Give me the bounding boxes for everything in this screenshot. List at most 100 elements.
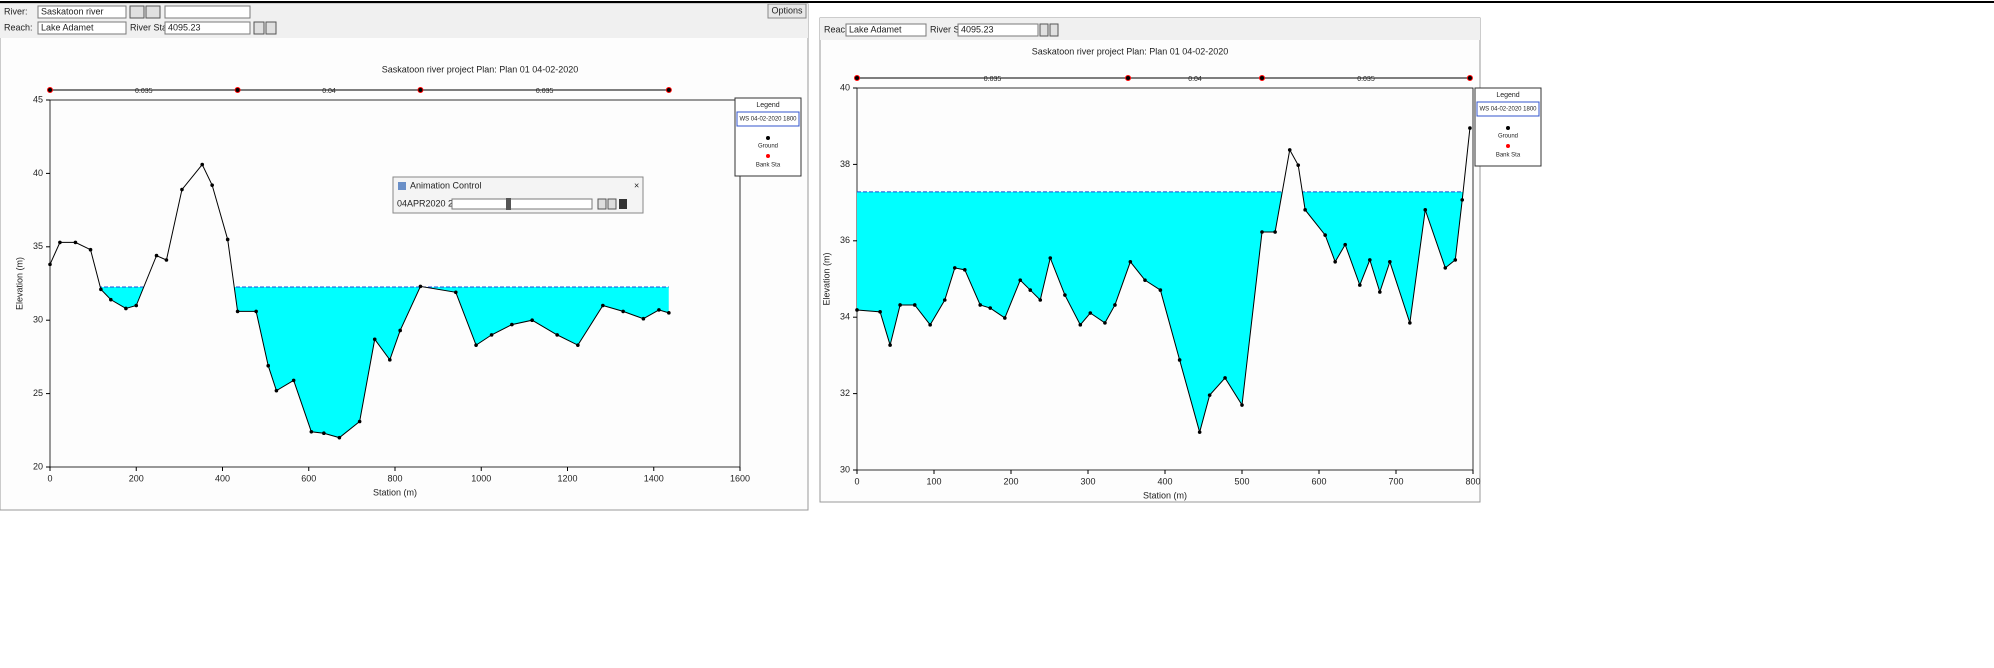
ground-point — [1323, 233, 1327, 237]
y-tick-label: 20 — [33, 461, 43, 471]
ground-point — [1078, 323, 1083, 327]
bank-station — [665, 87, 672, 93]
ground-point — [372, 337, 377, 342]
step-button[interactable] — [597, 198, 607, 210]
legend-entry: Bank Sta — [1496, 153, 1521, 159]
legend-ws-box — [736, 111, 800, 127]
ground-point — [1468, 126, 1472, 130]
ground-point — [576, 343, 580, 347]
ground-point — [601, 303, 605, 308]
bank-station — [1125, 75, 1132, 81]
ground-point — [888, 343, 892, 347]
river-dropdown[interactable] — [37, 5, 127, 19]
bank-station — [47, 87, 53, 93]
x-tick-label: 800 — [1465, 476, 1480, 486]
y-tick-label: 30 — [840, 464, 850, 474]
ground-point — [1423, 208, 1428, 212]
stop-button[interactable] — [619, 199, 627, 209]
manning-n: 0.035 — [536, 88, 554, 95]
legend-bank-marker — [766, 154, 770, 158]
ground-point — [1460, 198, 1465, 202]
x-tick-label: 300 — [1080, 476, 1095, 486]
station-down[interactable] — [1049, 23, 1059, 37]
x-tick-label: 0 — [47, 473, 52, 483]
ground-point — [200, 162, 205, 167]
prev-button[interactable] — [129, 5, 145, 19]
ground-point — [322, 431, 326, 436]
ground-point — [164, 258, 169, 262]
options-label: Options — [771, 5, 803, 15]
slider-thumb[interactable] — [506, 198, 511, 210]
ground-point — [1207, 393, 1212, 397]
ground-point — [337, 435, 342, 440]
animation-dialog: Animation Control × 04APR2020 2400 — [392, 176, 644, 214]
ground-point — [73, 240, 78, 245]
ground-point — [1113, 303, 1117, 307]
ground-point — [898, 303, 902, 307]
bank-station — [234, 87, 241, 93]
ground-point — [1240, 403, 1244, 407]
ground-point — [667, 311, 671, 315]
blank-field[interactable] — [164, 5, 251, 19]
ground-point — [309, 429, 314, 434]
reach-dropdown[interactable] — [845, 23, 927, 37]
ground-point — [291, 378, 296, 383]
ground-point — [1368, 258, 1372, 262]
legend-title: Legend — [756, 102, 779, 109]
ground-point — [88, 247, 93, 252]
reach-label: Reach: — [4, 22, 33, 32]
next-button[interactable] — [145, 5, 161, 19]
ground-point — [1028, 288, 1033, 292]
dialog-icon — [398, 182, 406, 190]
x-tick-label: 1400 — [644, 473, 664, 483]
play-button[interactable] — [607, 198, 617, 210]
dialog-close[interactable]: × — [634, 180, 639, 190]
ground-point — [48, 262, 52, 267]
ground-point — [1048, 256, 1053, 260]
ground-point — [657, 308, 661, 312]
reach-dropdown[interactable] — [37, 21, 127, 35]
station-down[interactable] — [265, 21, 277, 35]
ground-point — [109, 297, 113, 302]
station-dropdown[interactable] — [164, 21, 251, 35]
x-tick-label: 400 — [215, 473, 230, 483]
ground-point — [489, 333, 494, 337]
ground-point — [398, 328, 402, 333]
ground-point — [912, 303, 917, 307]
x-tick-label: 0 — [854, 476, 859, 486]
station-up[interactable] — [253, 21, 265, 35]
manning-n: 0.035 — [135, 88, 153, 95]
station-dropdown[interactable] — [957, 23, 1039, 37]
ground-point — [530, 318, 534, 323]
ground-point — [1378, 290, 1382, 294]
x-tick-label: 1200 — [557, 473, 577, 483]
ground-point — [928, 323, 932, 327]
legend-entry: Bank Sta — [756, 163, 781, 169]
dialog-time: 04APR2020 2400 — [397, 198, 468, 208]
ground-point — [1453, 258, 1458, 262]
y-tick-label: 35 — [33, 241, 43, 251]
ground-point — [1003, 316, 1007, 320]
ground-point — [210, 183, 214, 187]
ground-point — [1260, 230, 1264, 234]
x-tick-label: 600 — [1311, 476, 1326, 486]
legend-entry: Ground — [758, 144, 778, 150]
y-tick-label: 25 — [33, 388, 43, 398]
station-up[interactable] — [1039, 23, 1049, 37]
legend-ws-box — [1476, 101, 1540, 117]
ground-point — [418, 284, 423, 289]
dialog-title: Animation Control — [410, 180, 482, 190]
ground-point — [641, 316, 646, 321]
manning-n: 0.035 — [1357, 76, 1375, 83]
ground-point — [1333, 260, 1337, 264]
time-slider[interactable] — [451, 198, 593, 210]
bank-station — [1259, 75, 1266, 81]
legend-bank-marker — [1506, 144, 1510, 148]
x-tick-label: 500 — [1234, 476, 1249, 486]
options-button[interactable] — [767, 3, 807, 19]
manning-n: 0.04 — [322, 88, 336, 95]
ground-point — [1177, 358, 1182, 362]
y-axis-label: Elevation (m) — [14, 257, 24, 310]
legend-ground-marker — [766, 136, 770, 140]
